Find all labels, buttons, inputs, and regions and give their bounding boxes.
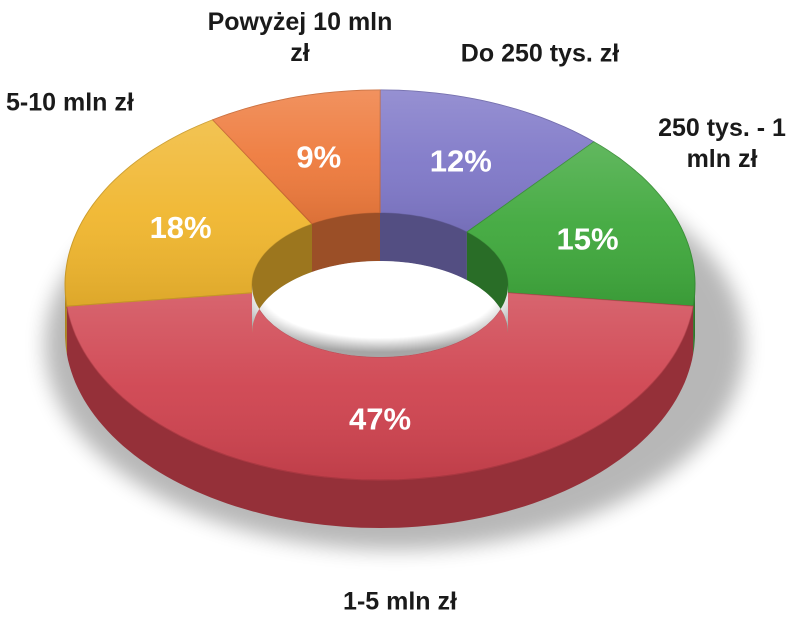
pct-label-4: 9%: [296, 140, 341, 175]
pct-label-3: 18%: [150, 210, 212, 245]
slice-shine-4: [212, 90, 380, 224]
slice-side-1: [693, 285, 695, 355]
category-label-4: Powyżej 10 mln zł: [207, 8, 393, 67]
category-label-2: 1-5 mln zł: [343, 587, 457, 616]
category-label-1: 250 tys. - 1 mln zł: [658, 114, 786, 173]
slice-side-2: [66, 306, 694, 528]
category-label-3: 5-10 mln zł: [6, 88, 134, 117]
slice-shine-3: [65, 119, 312, 307]
pct-label-1: 15%: [556, 221, 618, 256]
slice-shine-2: [66, 292, 694, 480]
slice-inner-wall-3-0: [252, 224, 312, 333]
slice-inner-wall-4-0: [312, 213, 380, 272]
pct-label-2: 47%: [349, 402, 411, 437]
slice-shine-0: [380, 90, 594, 233]
slice-side-3: [65, 285, 67, 355]
slice-inner-wall-0-0: [380, 213, 467, 281]
category-label-0: Do 250 tys. zł: [460, 39, 620, 68]
pct-label-0: 12%: [430, 144, 492, 179]
donut-hole-shadow: [252, 261, 508, 357]
slice-inner-wall-1-0: [466, 232, 508, 333]
slice-shine-1: [466, 141, 695, 307]
